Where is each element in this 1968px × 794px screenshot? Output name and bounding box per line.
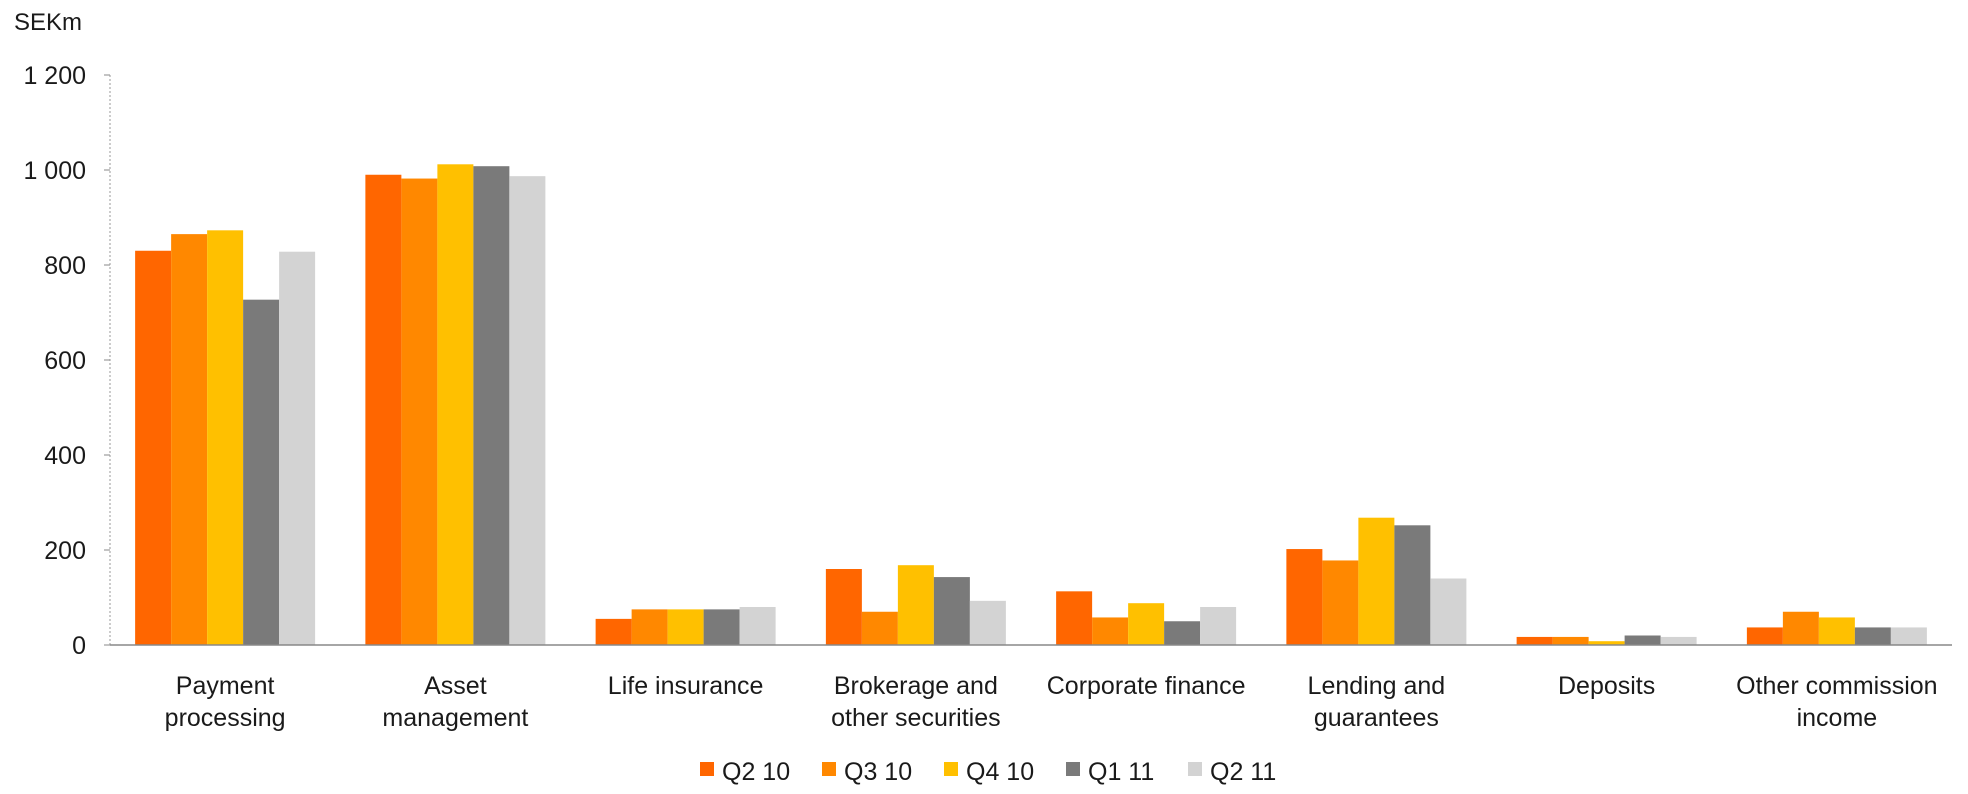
legend-swatch [700, 762, 714, 776]
bar [861, 611, 898, 645]
legend-label: Q2 10 [722, 758, 790, 786]
legend-swatch [1066, 762, 1080, 776]
category-label: Other commission [1736, 672, 1937, 700]
bar [1854, 627, 1891, 645]
y-tick-label: 800 [44, 252, 86, 280]
bar [473, 166, 510, 645]
y-tick-label: 1 200 [23, 62, 86, 90]
legend-label: Q4 10 [966, 758, 1034, 786]
bar [825, 569, 862, 645]
bar [1818, 617, 1855, 645]
bar [1358, 517, 1395, 645]
bar [933, 577, 970, 645]
bar [1164, 621, 1201, 645]
bar [1056, 591, 1093, 645]
bar [1128, 603, 1165, 645]
y-tick-label: 0 [72, 632, 86, 660]
bar [969, 600, 1006, 645]
bar [1200, 607, 1237, 645]
bar [1782, 611, 1819, 645]
legend-swatch [822, 762, 836, 776]
y-axis-unit-label: SEKm [14, 9, 82, 36]
category-label: Lending and [1308, 672, 1446, 700]
category-labels: Payment processing Asset management Life ins… [165, 672, 1938, 732]
bar [207, 230, 244, 645]
bar [1624, 635, 1661, 645]
legend-swatch [944, 762, 958, 776]
legend-label: Q3 10 [844, 758, 912, 786]
category-label: Payment [176, 672, 275, 700]
legend: Q2 10 Q3 10 Q4 10 Q1 11 Q2 11 [700, 758, 1276, 786]
bar [1890, 627, 1927, 645]
y-tick-label: 1 000 [23, 157, 86, 185]
bar [509, 176, 546, 646]
bar [703, 609, 740, 645]
bar [595, 618, 632, 645]
bar [365, 174, 402, 645]
y-axis-ticks: 0 200 400 600 800 1 000 1 200 [23, 62, 110, 660]
category-label: processing [165, 704, 286, 732]
bar [279, 251, 316, 645]
bar [1322, 560, 1359, 645]
category-label: income [1797, 704, 1878, 732]
bar [171, 234, 208, 645]
bar [401, 178, 438, 646]
category-label: Corporate finance [1047, 672, 1246, 700]
category-label: Asset [424, 672, 487, 700]
bar [631, 609, 668, 645]
bars [135, 164, 1927, 646]
category-label: Deposits [1558, 672, 1655, 700]
bar [667, 609, 704, 645]
bar [739, 607, 776, 645]
bar [1092, 617, 1129, 645]
bar [1552, 636, 1589, 645]
category-label: Life insurance [608, 672, 764, 700]
category-label: Brokerage and [834, 672, 998, 700]
category-label: guarantees [1314, 704, 1439, 732]
bar [1286, 549, 1323, 645]
legend-swatch [1188, 762, 1202, 776]
bar [1516, 636, 1553, 645]
bar [1394, 525, 1431, 645]
legend-label: Q2 11 [1210, 758, 1276, 786]
bar [437, 164, 474, 646]
legend-label: Q1 11 [1088, 758, 1154, 786]
bar [1660, 636, 1697, 645]
y-tick-label: 200 [44, 537, 86, 565]
category-label: other securities [831, 704, 1001, 732]
bar [1588, 641, 1625, 645]
bar [1746, 627, 1783, 645]
bar [243, 299, 280, 645]
axes [109, 75, 1952, 646]
y-tick-label: 400 [44, 442, 86, 470]
bar [1430, 578, 1467, 645]
bar [135, 250, 172, 645]
y-tick-label: 600 [44, 347, 86, 375]
category-label: management [382, 704, 528, 732]
bar [897, 565, 934, 645]
